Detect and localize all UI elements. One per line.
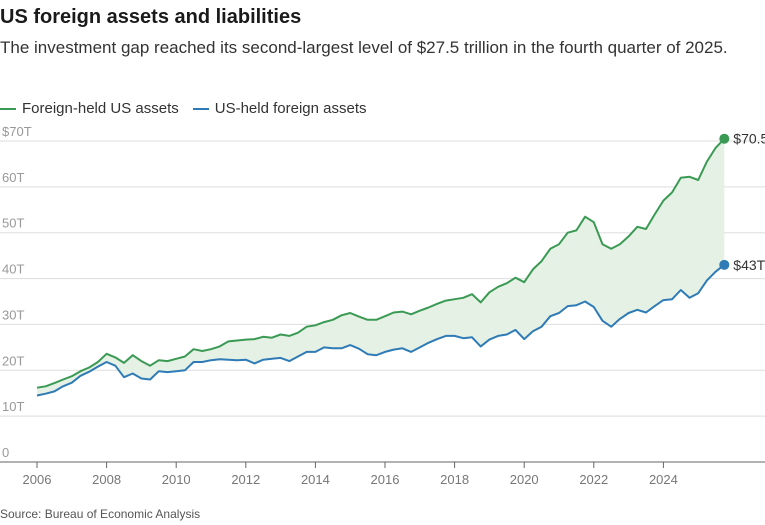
y-tick-label-6: 60T: [2, 170, 24, 185]
y-tick-label-5: 50T: [2, 216, 24, 231]
chart-legend: Foreign-held US assets US-held foreign a…: [0, 100, 367, 117]
legend-swatch-us-held: [192, 107, 209, 110]
source-note: Source: Bureau of Economic Analysis: [0, 507, 201, 521]
x-tick-label-8: 2022: [579, 472, 608, 487]
x-tick-label-4: 2014: [301, 472, 330, 487]
series-line-us-held: [36, 264, 725, 397]
series-end-dot-foreign-held: [719, 133, 730, 144]
y-tick-label-1: 10T: [2, 399, 24, 414]
page-title: US foreign assets and liabilities: [0, 6, 302, 28]
y-tick-label-4: 40T: [2, 262, 24, 277]
series-end-label-us-held: $43T: [733, 257, 765, 273]
x-tick-label-2: 2010: [162, 472, 191, 487]
legend-label-foreign-held: Foreign-held US assets: [22, 100, 179, 117]
x-tick-label-7: 2020: [510, 472, 539, 487]
x-tick-label-0: 2006: [23, 472, 52, 487]
x-tick-label-9: 2024: [649, 472, 678, 487]
y-tick-label-3: 30T: [2, 307, 24, 322]
legend-item-foreign-held: Foreign-held US assets: [0, 100, 179, 117]
y-tick-label-2: 20T: [2, 353, 24, 368]
x-tick-label-5: 2016: [371, 472, 400, 487]
x-tick-label-1: 2008: [92, 472, 121, 487]
y-tick-label-0: 0: [2, 445, 9, 460]
series-line-foreign-held: [36, 138, 726, 389]
legend-item-us-held: US-held foreign assets: [192, 100, 367, 117]
series-end-label-foreign-held: $70.5T: [733, 131, 765, 147]
gap-area: [37, 138, 725, 396]
x-tick-label-3: 2012: [231, 472, 260, 487]
legend-swatch-foreign-held: [0, 107, 16, 110]
series-end-dot-us-held: [719, 259, 730, 270]
chart-subtitle: The investment gap reached its second-la…: [0, 38, 728, 57]
legend-label-us-held: US-held foreign assets: [214, 100, 367, 117]
y-tick-label-7: $70T: [2, 124, 32, 139]
x-tick-label-6: 2018: [440, 472, 469, 487]
